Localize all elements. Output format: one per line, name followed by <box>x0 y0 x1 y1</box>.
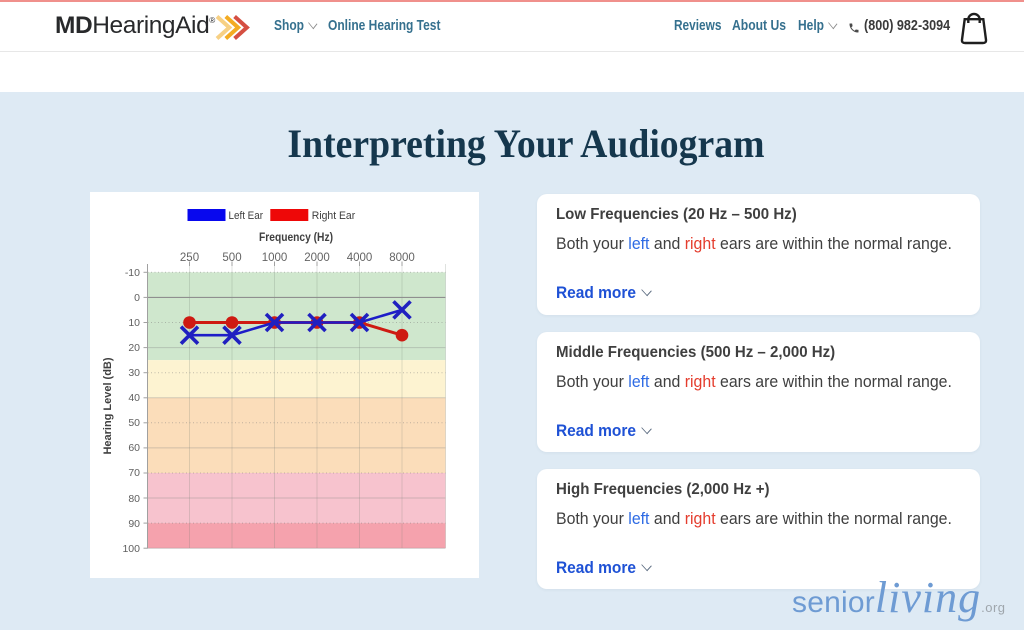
svg-text:2000: 2000 <box>304 252 330 264</box>
svg-text:70: 70 <box>128 467 140 479</box>
svg-text:Left Ear: Left Ear <box>229 210 264 222</box>
svg-text:1000: 1000 <box>262 252 288 264</box>
svg-text:100: 100 <box>122 543 140 555</box>
svg-text:-10: -10 <box>125 267 140 279</box>
svg-text:4000: 4000 <box>347 252 373 264</box>
svg-text:Right Ear: Right Ear <box>312 210 356 222</box>
svg-text:40: 40 <box>128 392 140 404</box>
svg-text:80: 80 <box>128 493 140 505</box>
svg-text:60: 60 <box>128 442 140 454</box>
svg-text:Hearing Level (dB): Hearing Level (dB) <box>102 357 114 454</box>
svg-text:250: 250 <box>180 252 199 264</box>
svg-text:8000: 8000 <box>389 252 415 264</box>
svg-text:90: 90 <box>128 518 140 530</box>
svg-text:0: 0 <box>134 292 140 304</box>
svg-text:50: 50 <box>128 417 140 429</box>
svg-text:30: 30 <box>128 367 140 379</box>
svg-text:Frequency (Hz): Frequency (Hz) <box>259 232 333 244</box>
svg-text:10: 10 <box>128 317 140 329</box>
svg-text:20: 20 <box>128 342 140 354</box>
svg-text:500: 500 <box>222 252 241 264</box>
